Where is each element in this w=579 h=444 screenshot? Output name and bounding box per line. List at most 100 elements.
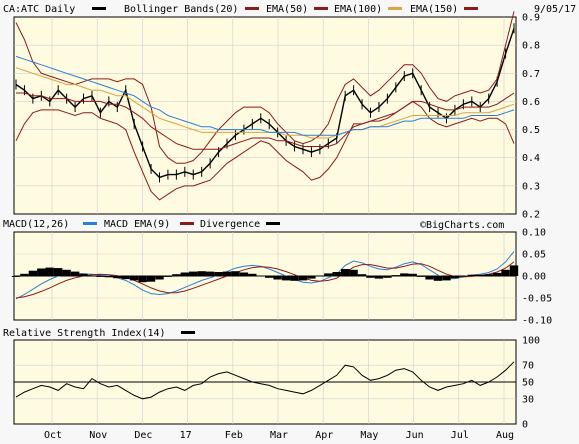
divergence-bar [433,276,443,281]
divergence-bar [366,276,375,278]
macd-ema-legend-swatch [180,222,194,225]
divergence-bar [281,276,291,281]
divergence-bar [459,276,468,277]
month-label: May [360,430,378,441]
y-tick-label-macd: 0.00 [522,272,546,283]
divergence-bar [492,272,502,276]
divergence-bar [315,276,324,277]
macd-legend-swatch [83,222,97,225]
y-tick-label-price: 0.6 [522,97,540,108]
divergence-bar [146,276,156,282]
divergence-bar [104,276,113,278]
divergence-bar [374,276,384,279]
divergence-bar [54,268,63,276]
series-line-rsi-0 [15,361,515,400]
month-label: Apr [315,430,333,441]
y-tick-label-macd: -0.05 [522,294,552,305]
month-label: Nov [89,430,107,441]
divergence-bar [163,276,173,277]
y-tick-label-price: 0.9 [522,13,540,24]
divergence-bar [484,274,493,276]
divergence-bar [20,273,29,276]
divergence-bar [62,269,71,276]
month-label: Jul [451,430,469,441]
divergence-bar [11,276,21,277]
divergence-bar [298,276,308,281]
divergence-bar [357,274,367,276]
divergence-bar [96,276,105,277]
y-tick-label-rsi: 70 [522,361,534,372]
divergence-bar [28,270,38,276]
series-line-macd-0 [15,251,515,300]
symbol-label: CA:ATC Daily [3,4,75,15]
divergence-bar [222,271,232,276]
rsi-legend-swatch [181,331,195,334]
divergence-bar [113,276,122,279]
divergence-bar [248,273,257,276]
axis-layer: 0.9 0.8 0.7 0.6 0.5 0.4 0.3 0.2 0.10 0.05 0.00 -0.0… [44,13,552,442]
divergence-bar [391,275,400,276]
legend-bollinger: Bollinger Bands(20) [124,4,238,15]
legend-bollinger-swatch [245,7,259,10]
series-line-macd-1 [15,261,515,299]
divergence-bar [416,276,426,277]
month-label: Aug [496,430,514,441]
divergence-bar [442,276,451,281]
divergence-legend-swatch [266,222,280,225]
month-label: Jun [406,430,424,441]
month-label: Dec [134,430,152,441]
divergence-bar [138,276,147,283]
rsi-title: Relative Strength Index(14) [3,328,166,339]
legend-ema150: EMA(150) [410,4,458,15]
legend-ema150-swatch [464,7,478,10]
divergence-bar [425,276,434,280]
series-line-price-4 [15,67,515,139]
divergence-bar [129,276,139,281]
y-tick-label-rsi: 100 [522,336,540,347]
y-tick-label-rsi: 0 [522,420,528,431]
divergence-bar [501,269,510,276]
chart-date: 9/05/17 [534,4,576,15]
divergence-bar [450,276,460,279]
divergence-bar [37,268,46,276]
divergence-bar [265,276,274,278]
legend-ema50-swatch [314,7,328,10]
month-label: Feb [225,430,243,441]
macd-title: MACD(12,26) [3,219,69,230]
y-tick-label-macd: 0.10 [522,228,546,239]
source-label: ©BigCharts.com [420,220,504,231]
series-layer [11,11,519,400]
divergence-bar [197,271,206,276]
y-tick-label-macd: 0.05 [522,250,546,261]
divergence-bar [172,274,181,276]
divergence-bar [383,276,392,278]
divergence-bar [180,272,189,276]
divergence-bar [273,276,282,280]
divergence-bar [70,271,80,276]
divergence-bar [408,273,417,276]
month-label: 17 [180,430,192,441]
y-tick-label-price: 0.7 [522,69,540,80]
symbol-legend-swatch [92,7,106,10]
y-tick-label-price: 0.2 [522,210,540,221]
divergence-bar [509,265,519,276]
y-tick-label-price: 0.5 [522,125,540,136]
divergence-bar [400,273,409,276]
divergence-bar [467,274,476,276]
y-tick-label-price: 0.4 [522,153,540,164]
divergence-bar [256,275,265,277]
macd-ema-legend: MACD EMA(9) [104,219,170,230]
divergence-bar [45,267,54,276]
divergence-bar [341,269,350,276]
month-label: Oct [44,430,62,441]
y-tick-label-rsi: 30 [522,394,534,405]
divergence-bar [332,272,341,276]
divergence-bar [121,276,130,280]
divergence-bar [214,272,223,276]
month-label: Mar [270,430,288,441]
divergence-bar [349,269,358,276]
y-tick-label-price: 0.3 [522,181,540,192]
y-tick-label-price: 0.8 [522,41,540,52]
divergence-bar [290,276,299,281]
